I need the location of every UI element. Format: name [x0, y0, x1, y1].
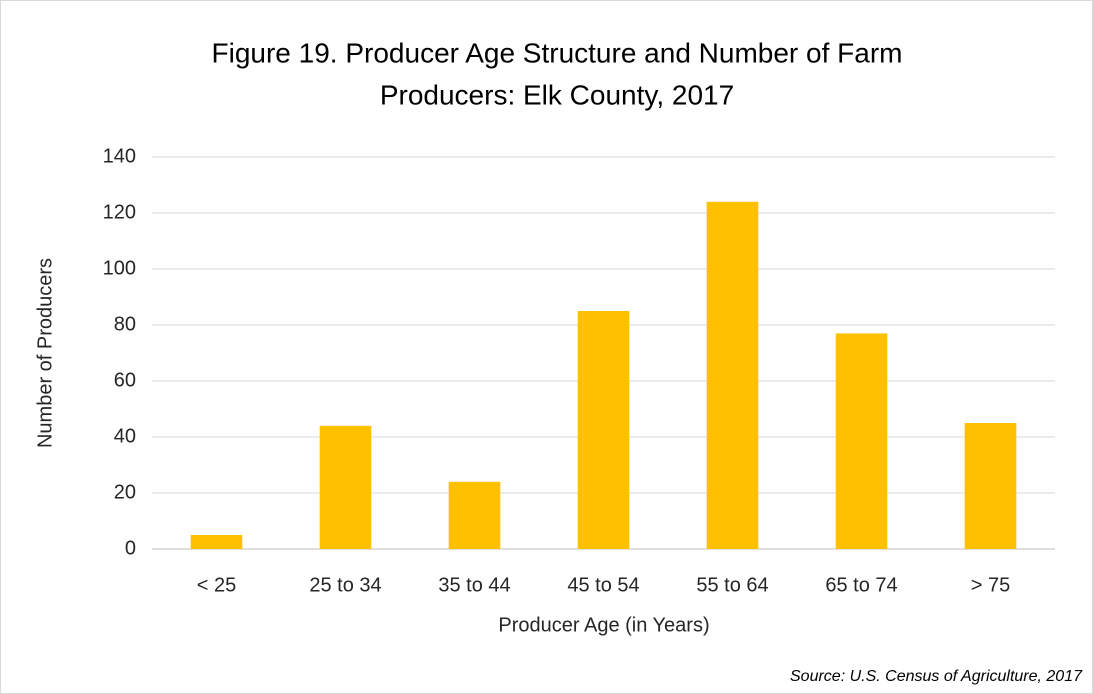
y-tick-label: 120	[103, 201, 136, 223]
y-tick-label: 0	[125, 537, 136, 559]
x-tick-label: 65 to 74	[825, 574, 897, 596]
y-tick-label: 20	[114, 481, 136, 503]
bar	[190, 535, 243, 549]
bar	[964, 423, 1017, 549]
x-axis-label: Producer Age (in Years)	[498, 614, 709, 636]
x-tick-label: 25 to 34	[309, 574, 381, 596]
bar	[706, 201, 759, 550]
y-axis-label: Number of Producers	[34, 258, 56, 448]
y-tick-label: 40	[114, 425, 136, 447]
y-tick-label: 60	[114, 369, 136, 391]
x-tick-label: 55 to 64	[696, 574, 768, 596]
x-tick-label: < 25	[197, 574, 236, 596]
bar	[835, 333, 888, 549]
x-tick-label: 35 to 44	[438, 574, 510, 596]
x-tick-label: 45 to 54	[567, 574, 639, 596]
bar	[448, 481, 501, 549]
y-tick-label: 80	[114, 313, 136, 335]
chart-title: Figure 19. Producer Age Structure and Nu…	[212, 37, 903, 68]
chart-title: Producers: Elk County, 2017	[380, 79, 734, 110]
source-note: Source: U.S. Census of Agriculture, 2017	[790, 668, 1083, 685]
y-tick-label: 100	[103, 257, 136, 279]
bar	[577, 311, 630, 549]
bar	[319, 425, 372, 549]
x-tick-label: > 75	[971, 574, 1010, 596]
y-tick-label: 140	[103, 145, 136, 167]
